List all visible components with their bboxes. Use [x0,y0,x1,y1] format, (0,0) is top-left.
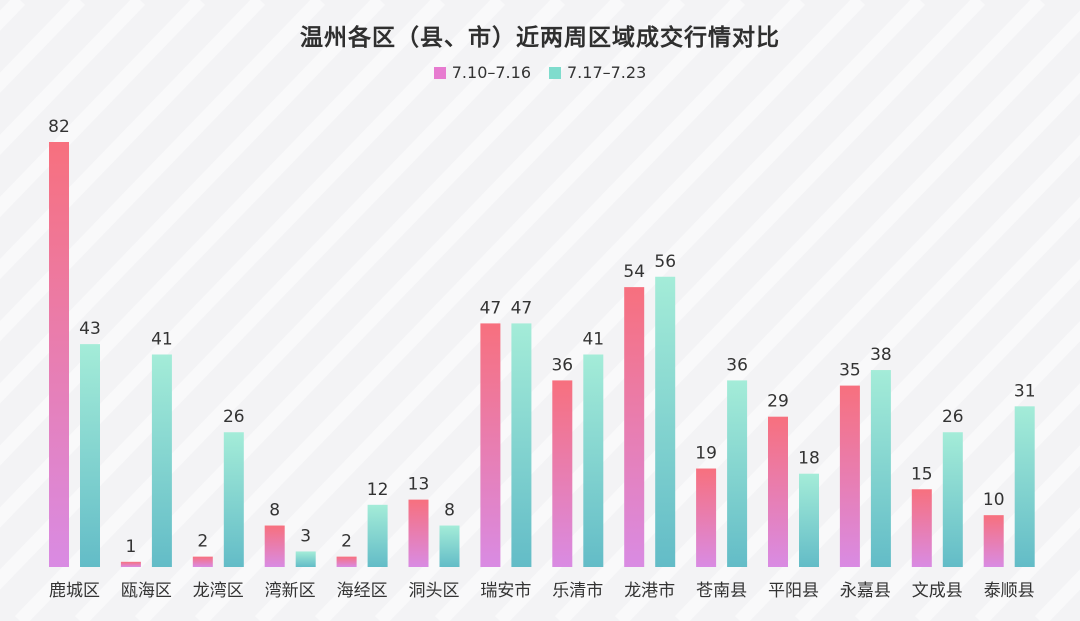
bar-series-2-7 [583,354,604,567]
data-label-series-2-3: 3 [300,526,311,546]
data-label-series-2-5: 8 [444,501,455,521]
legend: 7.10–7.16 7.17–7.23 [0,63,1080,82]
data-label-series-1-6: 47 [480,298,502,318]
x-tick-label-5: 洞头区 [409,581,460,601]
bar-series-2-5 [439,525,460,567]
data-label-series-2-8: 56 [654,252,676,272]
legend-swatch-series-2 [549,66,561,79]
bar-series-2-1 [151,354,172,567]
x-tick-label-13: 泰顺县 [984,581,1035,601]
legend-item-series-2: 7.17–7.23 [549,63,646,82]
data-label-series-1-12: 15 [911,464,933,484]
bar-series-2-11 [870,370,891,567]
data-label-series-1-13: 10 [983,490,1005,510]
data-label-series-2-2: 26 [223,407,245,427]
bar-series-1-10 [768,416,788,567]
x-tick-label-6: 瑞安市 [480,581,531,601]
data-label-series-2-7: 41 [582,330,604,350]
data-label-series-1-3: 8 [269,501,280,521]
bar-series-2-6 [511,323,532,567]
bar-series-1-2 [192,556,213,567]
bar-series-1-4 [336,556,357,567]
bar-series-2-13 [1014,406,1035,567]
bar-series-2-2 [223,432,244,567]
x-tick-label-3: 湾新区 [265,581,316,601]
bar-series-1-12 [911,489,932,567]
bar-series-1-3 [264,525,285,567]
x-tick-label-10: 平阳县 [768,581,819,601]
bar-series-1-11 [839,385,860,567]
bar-series-2-9 [727,380,748,567]
data-label-series-2-13: 31 [1014,381,1036,401]
x-tick-label-9: 苍南县 [696,581,747,601]
x-tick-label-7: 乐清市 [552,581,603,601]
data-label-series-1-8: 54 [623,262,645,282]
bar-series-2-12 [942,432,963,567]
bar-series-2-8 [655,276,676,567]
data-label-series-2-10: 18 [798,449,820,469]
data-label-series-2-1: 41 [151,330,173,350]
bar-series-1-1 [120,561,141,567]
data-label-series-1-1: 1 [125,537,136,557]
data-label-series-1-11: 35 [839,361,861,381]
data-label-series-1-5: 13 [408,475,430,495]
data-label-series-2-11: 38 [870,345,892,365]
x-tick-label-1: 瓯海区 [121,581,172,601]
chart-title: 温州各区（县、市）近两周区域成交行情对比 [300,25,780,51]
bar-series-1-9 [696,468,717,567]
x-tick-label-8: 龙港市 [624,581,675,601]
bar-series-2-3 [295,551,316,567]
bar-series-1-0 [49,142,69,567]
data-label-series-2-6: 47 [511,298,533,318]
bar-series-1-8 [624,287,645,567]
data-label-series-1-7: 36 [551,355,573,375]
data-label-series-2-9: 36 [726,355,748,375]
bar-series-2-4 [367,504,388,567]
bar-series-1-13 [983,515,1004,567]
legend-label-series-1: 7.10–7.16 [451,63,531,82]
legend-label-series-2: 7.17–7.23 [567,63,647,82]
x-tick-label-2: 龙湾区 [193,581,244,601]
data-label-series-1-0: 82 [48,117,70,137]
data-label-series-1-4: 2 [341,532,352,552]
data-label-series-1-9: 19 [695,444,717,464]
x-tick-label-0: 鹿城区 [49,581,100,601]
bar-series-1-5 [408,499,429,567]
bar-series-2-10 [799,473,819,567]
legend-item-series-1: 7.10–7.16 [433,63,531,82]
data-label-series-1-2: 2 [197,532,208,552]
data-label-series-1-10: 29 [767,392,789,412]
legend-swatch-series-1 [433,66,446,79]
x-tick-label-4: 海经区 [337,581,388,601]
x-tick-label-12: 文成县 [912,581,963,601]
bar-series-1-6 [480,323,501,567]
x-tick-label-11: 永嘉县 [840,581,891,601]
bar-series-1-7 [552,380,573,567]
data-label-series-2-12: 26 [942,407,964,427]
data-label-series-2-4: 12 [367,480,389,500]
bar-series-2-0 [80,344,100,567]
data-label-series-2-0: 43 [79,319,101,339]
